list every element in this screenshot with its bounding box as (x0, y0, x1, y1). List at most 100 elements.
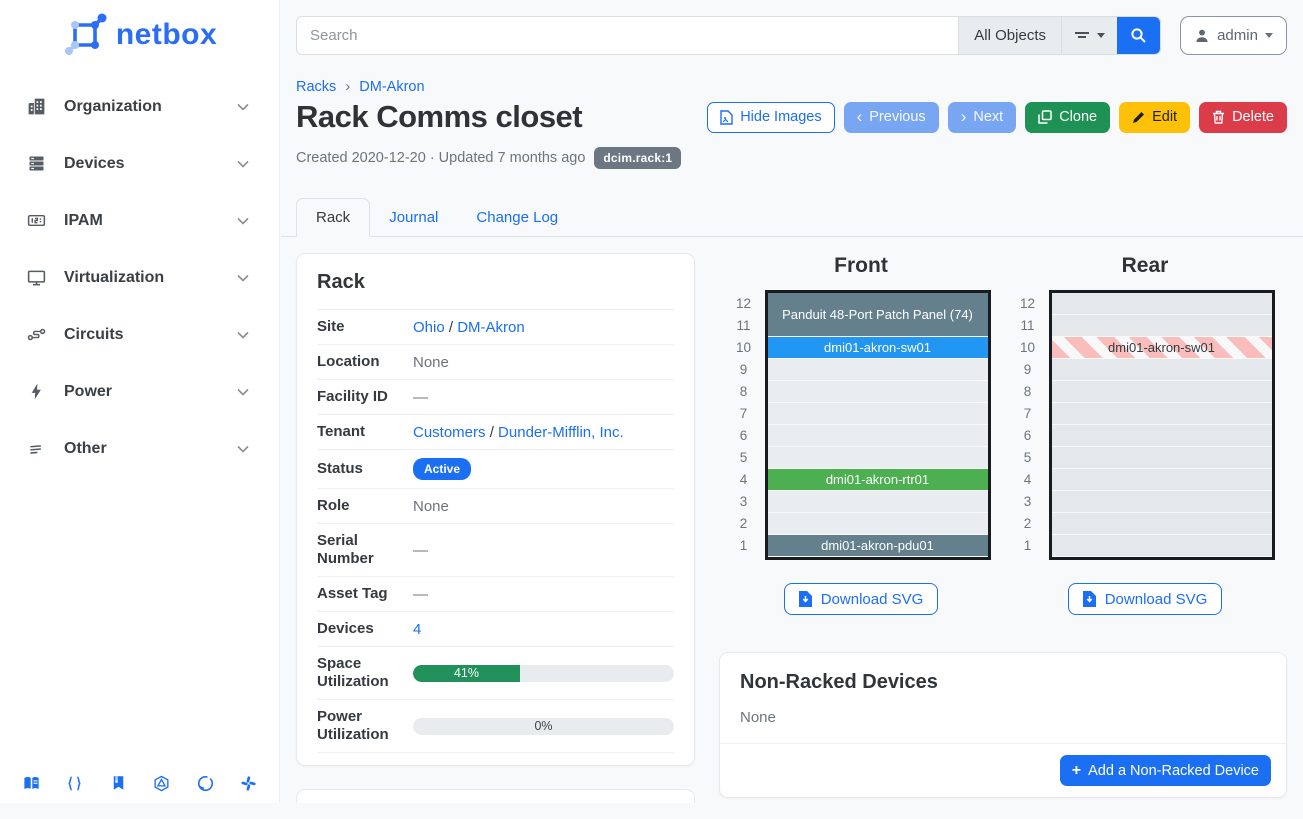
page-title: Rack Comms closet (296, 99, 583, 134)
hide-images-button[interactable]: Hide Images (707, 101, 835, 133)
object-type-select[interactable]: All Objects (958, 17, 1061, 54)
tenant-link[interactable]: Dunder-Mifflin, Inc. (498, 423, 624, 441)
caret-down-icon (1264, 33, 1273, 38)
breadcrumb-racks-link[interactable]: Racks (296, 78, 337, 95)
docs-book-icon[interactable] (22, 774, 41, 793)
sidebar-item-virtualization[interactable]: Virtualization (0, 249, 279, 306)
unit-number: 7 (739, 406, 748, 421)
non-racked-devices-footer: Add a Non-Racked Device (720, 743, 1286, 797)
sidebar-item-label: Virtualization (64, 268, 165, 286)
sidebar: netbox Organization Devices IPAM (0, 0, 280, 803)
file-download-icon (1082, 591, 1096, 607)
rear-download-svg-button[interactable]: Download SVG (1067, 583, 1223, 615)
rack-empty-slot[interactable] (1051, 469, 1272, 491)
rest-api-braces-icon[interactable] (65, 774, 84, 793)
sidebar-item-other[interactable]: Other (0, 420, 279, 477)
front-download-svg-button[interactable]: Download SVG (783, 583, 939, 615)
front-unit-numbers: 12 11 10 9 8 7 6 5 4 3 2 1 (732, 290, 756, 560)
slack-icon[interactable] (239, 774, 258, 793)
graphql-icon[interactable] (152, 774, 171, 793)
rear-elevation: Rear 12 11 10 9 8 7 6 5 4 3 2 1 dmi01-akron-sw01 Do… (1003, 253, 1287, 615)
search-icon (1131, 28, 1146, 43)
clone-button[interactable]: Clone (1025, 101, 1111, 133)
space-utilization-fill: 41% (413, 664, 520, 682)
non-racked-devices-panel: Non-Racked Devices None Add a Non-Racked… (719, 652, 1287, 798)
unit-number: 10 (1019, 340, 1036, 355)
created-updated-text: Created 2020-12-20 · Updated 7 months ag… (296, 150, 586, 166)
netbox-logo[interactable]: netbox (0, 0, 279, 78)
site-link[interactable]: DM-Akron (457, 318, 525, 336)
unit-number: 3 (739, 494, 748, 509)
tab-bar: Rack Journal Change Log (281, 198, 1303, 237)
rack-panel-title: Rack (317, 271, 365, 293)
rack-empty-slot[interactable] (767, 359, 988, 381)
image-file-icon (720, 109, 733, 125)
rack-device[interactable]: dmi01-akron-sw01 (767, 337, 988, 358)
rack-empty-slot[interactable] (767, 425, 988, 447)
search-input[interactable] (297, 17, 959, 54)
rack-empty-slot[interactable] (1051, 359, 1272, 381)
previous-button[interactable]: Previous (843, 101, 939, 133)
object-meta: Created 2020-12-20 · Updated 7 months ag… (296, 147, 1287, 169)
rack-empty-slot[interactable] (767, 447, 988, 469)
rack-empty-slot[interactable] (1051, 491, 1272, 513)
chevron-down-icon (237, 274, 249, 282)
rack-empty-slot[interactable] (1051, 447, 1272, 469)
api-docs-book-icon[interactable] (109, 774, 128, 793)
sidebar-item-circuits[interactable]: Circuits (0, 306, 279, 363)
tab-rack[interactable]: Rack (296, 198, 371, 237)
breadcrumb: Racks › DM-Akron (296, 78, 1287, 95)
sidebar-item-power[interactable]: Power (0, 363, 279, 420)
sidebar-item-organization[interactable]: Organization (0, 78, 279, 135)
rack-panel: Rack Site Ohio / DM-Akron Location None … (296, 253, 695, 766)
search-filter-dropdown[interactable] (1061, 17, 1117, 54)
rack-empty-slot[interactable] (1051, 513, 1272, 535)
space-utilization-bar: 41% (413, 664, 674, 682)
rack-empty-slot[interactable] (767, 491, 988, 513)
site-parent-link[interactable]: Ohio (413, 318, 445, 336)
rack-empty-slot[interactable] (767, 513, 988, 535)
rack-empty-slot[interactable] (1051, 425, 1272, 447)
edit-button[interactable]: Edit (1119, 101, 1191, 133)
search-button[interactable] (1117, 17, 1160, 54)
lines-icon (30, 445, 41, 454)
rack-empty-slot[interactable] (1051, 293, 1272, 315)
tenant-group-link[interactable]: Customers (413, 423, 486, 441)
unit-number: 1 (1023, 538, 1032, 553)
filter-icon (1075, 31, 1089, 38)
rack-device[interactable]: Panduit 48-Port Patch Panel (74) (767, 293, 988, 336)
tab-change-log[interactable]: Change Log (476, 209, 559, 226)
rack-empty-slot[interactable] (767, 403, 988, 425)
unit-number: 12 (735, 296, 752, 311)
sidebar-item-ipam[interactable]: IPAM (0, 192, 279, 249)
add-non-racked-device-button[interactable]: Add a Non-Racked Device (1059, 755, 1271, 786)
table-row: Tenant Customers / Dunder-Mifflin, Inc. (317, 414, 674, 450)
chevron-left-icon (857, 108, 863, 126)
table-row: Devices 4 (317, 611, 674, 647)
unit-number: 12 (1019, 296, 1036, 311)
non-racked-devices-title: Non-Racked Devices (740, 671, 938, 693)
rack-device[interactable]: dmi01-akron-rtr01 (767, 469, 988, 490)
status-badge[interactable]: Active (413, 458, 472, 480)
rack-device[interactable]: dmi01-akron-pdu01 (767, 535, 988, 556)
rack-details-column: Rack Site Ohio / DM-Akron Location None … (296, 253, 695, 803)
sidebar-item-devices[interactable]: Devices (0, 135, 279, 192)
rack-empty-slot[interactable] (1051, 315, 1272, 337)
tab-journal[interactable]: Journal (389, 209, 439, 226)
rack-empty-slot[interactable] (1051, 381, 1272, 403)
delete-button[interactable]: Delete (1199, 101, 1287, 133)
user-menu-button[interactable]: admin (1180, 16, 1287, 55)
rack-empty-slot[interactable] (1051, 403, 1272, 425)
table-row: Status Active (317, 449, 674, 489)
github-icon[interactable] (196, 774, 215, 793)
sidebar-item-label: Other (64, 439, 107, 457)
front-rack-elevation: Panduit 48-Port Patch Panel (74) dmi01-ak… (764, 290, 991, 560)
next-button[interactable]: Next (947, 101, 1017, 133)
unit-number: 1 (739, 538, 748, 553)
separator: / (448, 318, 454, 336)
rack-empty-slot[interactable] (1051, 535, 1272, 557)
rack-empty-slot[interactable] (767, 381, 988, 403)
devices-count-link[interactable]: 4 (413, 620, 422, 638)
rack-device[interactable]: dmi01-akron-sw01 (1051, 337, 1272, 358)
breadcrumb-site-link[interactable]: DM-Akron (359, 78, 425, 95)
